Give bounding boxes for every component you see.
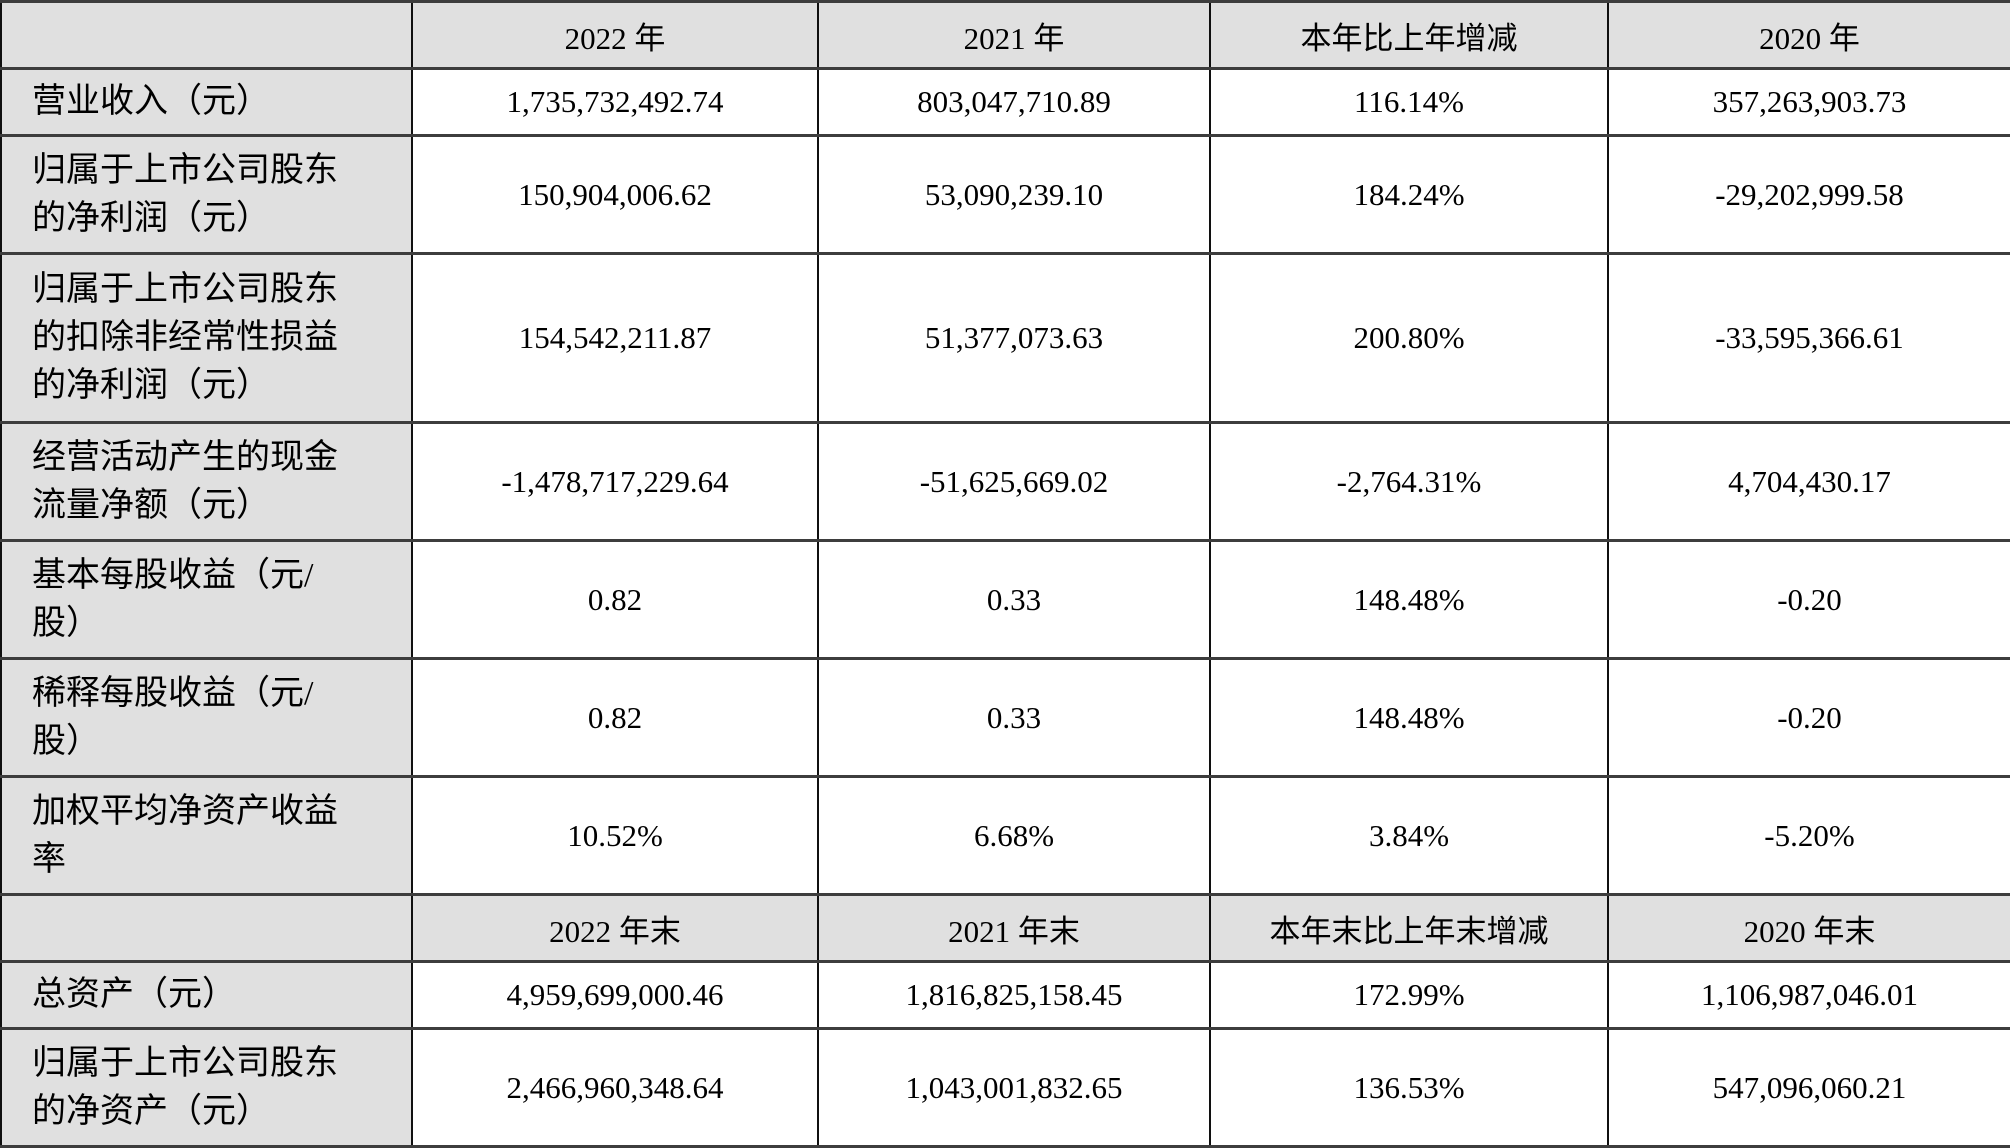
cell-value: 200.80% [1209,252,1609,424]
cell-value: 172.99% [1209,960,1609,1030]
cell-value: -29,202,999.58 [1607,134,2010,255]
cell-value: 116.14% [1209,67,1609,137]
column-header-2020-end: 2020 年末 [1607,893,2010,963]
cell-value: 4,959,699,000.46 [411,960,819,1030]
cell-value: 2,466,960,348.64 [411,1027,819,1148]
cell-value: -0.20 [1607,657,2010,778]
column-header-2022: 2022 年 [411,0,819,70]
cell-value: 357,263,903.73 [1607,67,2010,137]
row-label: 归属于上市公司股东 的扣除非经常性损益 的净利润（元） [0,252,413,424]
cell-value: 136.53% [1209,1027,1609,1148]
cell-value: -1,478,717,229.64 [411,421,819,542]
yearend-header-row: 2022 年末 2021 年末 本年末比上年末增减 2020 年末 [0,893,2010,963]
table-row-basic-eps: 基本每股收益（元/ 股） 0.82 0.33 148.48% -0.20 [0,539,2010,660]
cell-value: 148.48% [1209,657,1609,778]
row-label: 经营活动产生的现金 流量净额（元） [0,421,413,542]
cell-value: 3.84% [1209,775,1609,896]
cell-value: -5.20% [1607,775,2010,896]
table-row-operating-cash-flow: 经营活动产生的现金 流量净额（元） -1,478,717,229.64 -51,… [0,421,2010,542]
row-label: 基本每股收益（元/ 股） [0,539,413,660]
row-label: 加权平均净资产收益 率 [0,775,413,896]
column-header-yearend-change: 本年末比上年末增减 [1209,893,1609,963]
cell-value: 150,904,006.62 [411,134,819,255]
cell-value: 4,704,430.17 [1607,421,2010,542]
row-label: 稀释每股收益（元/ 股） [0,657,413,778]
cell-value: 0.33 [817,657,1211,778]
table-row-net-profit-excl-nonrecurring: 归属于上市公司股东 的扣除非经常性损益 的净利润（元） 154,542,211.… [0,252,2010,424]
row-label: 归属于上市公司股东 的净资产（元） [0,1027,413,1148]
column-header-2021-end: 2021 年末 [817,893,1211,963]
cell-value: 6.68% [817,775,1211,896]
table-row-net-assets: 归属于上市公司股东 的净资产（元） 2,466,960,348.64 1,043… [0,1027,2010,1148]
cell-value: 1,043,001,832.65 [817,1027,1211,1148]
table-row-total-assets: 总资产（元） 4,959,699,000.46 1,816,825,158.45… [0,960,2010,1030]
cell-value: 154,542,211.87 [411,252,819,424]
cell-value: -51,625,669.02 [817,421,1211,542]
table-row-weighted-avg-roe: 加权平均净资产收益 率 10.52% 6.68% 3.84% -5.20% [0,775,2010,896]
cell-value: 1,735,732,492.74 [411,67,819,137]
corner-cell [0,0,413,70]
cell-value: 0.33 [817,539,1211,660]
cell-value: 148.48% [1209,539,1609,660]
cell-value: 803,047,710.89 [817,67,1211,137]
column-header-2020: 2020 年 [1607,0,2010,70]
cell-value: 53,090,239.10 [817,134,1211,255]
cell-value: -0.20 [1607,539,2010,660]
table-row-net-profit: 归属于上市公司股东 的净利润（元） 150,904,006.62 53,090,… [0,134,2010,255]
column-header-yoy-change: 本年比上年增减 [1209,0,1609,70]
cell-value: 0.82 [411,539,819,660]
table-row-revenue: 营业收入（元） 1,735,732,492.74 803,047,710.89 … [0,67,2010,137]
cell-value: 184.24% [1209,134,1609,255]
cell-value: 547,096,060.21 [1607,1027,2010,1148]
cell-value: 1,106,987,046.01 [1607,960,2010,1030]
row-label: 营业收入（元） [0,67,413,137]
corner-cell [0,893,413,963]
row-label: 总资产（元） [0,960,413,1030]
column-header-2021: 2021 年 [817,0,1211,70]
cell-value: 0.82 [411,657,819,778]
column-header-2022-end: 2022 年末 [411,893,819,963]
row-label: 归属于上市公司股东 的净利润（元） [0,134,413,255]
cell-value: 10.52% [411,775,819,896]
cell-value: -33,595,366.61 [1607,252,2010,424]
cell-value: -2,764.31% [1209,421,1609,542]
period-header-row: 2022 年 2021 年 本年比上年增减 2020 年 [0,0,2010,70]
cell-value: 51,377,073.63 [817,252,1211,424]
cell-value: 1,816,825,158.45 [817,960,1211,1030]
table-row-diluted-eps: 稀释每股收益（元/ 股） 0.82 0.33 148.48% -0.20 [0,657,2010,778]
